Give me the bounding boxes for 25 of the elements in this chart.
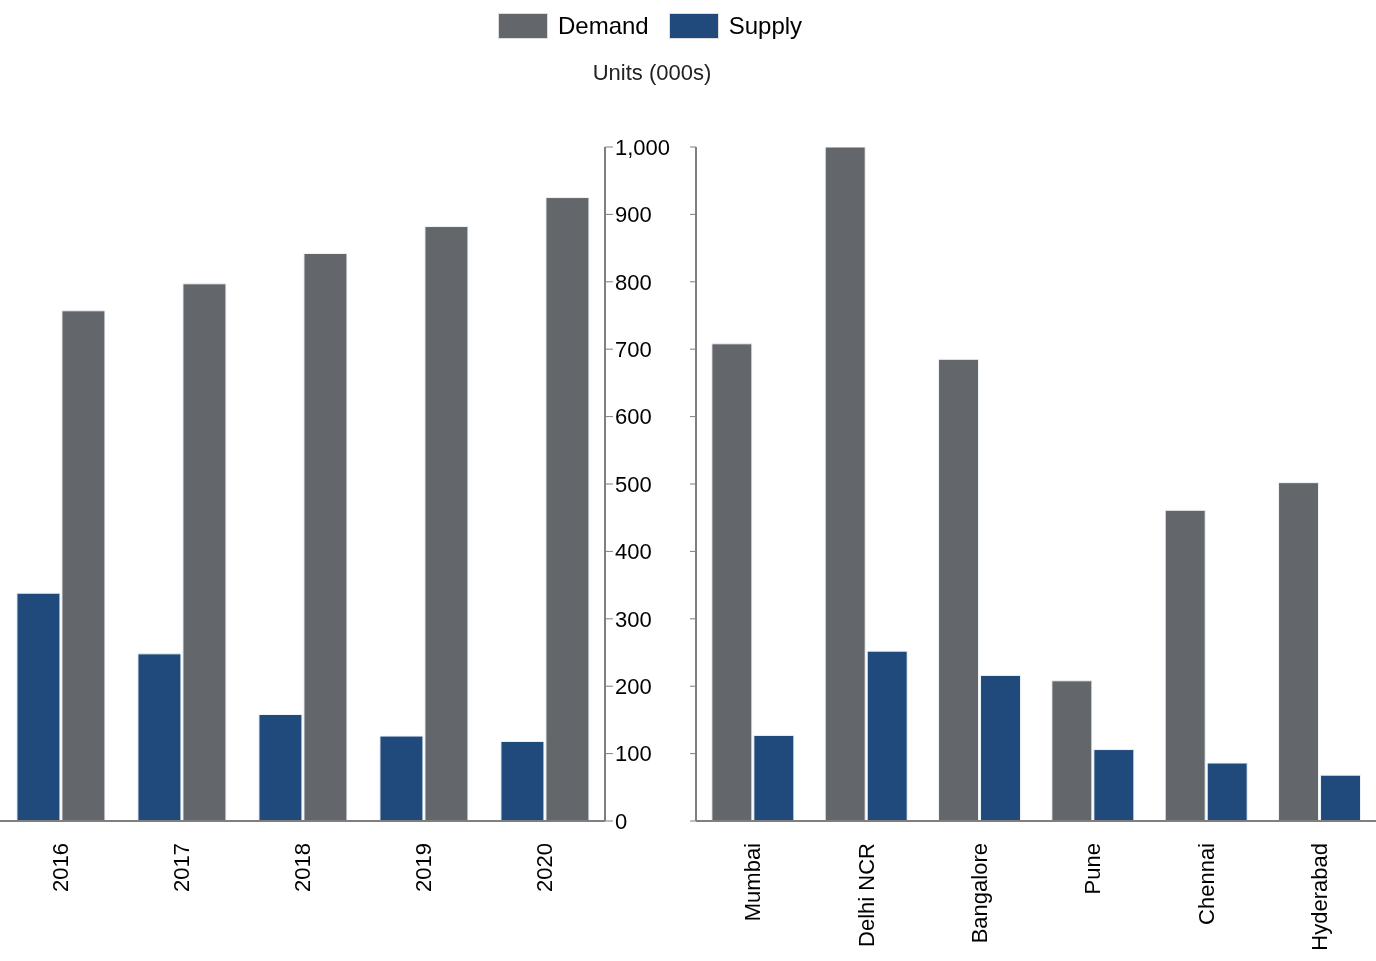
x-tick-label: 2018 [290, 843, 315, 892]
y-tick-label: 600 [615, 404, 652, 430]
y-axis-title: Units (000s) [591, 60, 713, 86]
y-tick-label: 900 [615, 202, 652, 228]
x-tick-label: Pune [1080, 843, 1106, 895]
x-tick-label: 2020 [532, 843, 557, 892]
x-tick-label: Mumbai [740, 843, 766, 922]
x-tick-label: Chennai [1193, 843, 1219, 925]
y-tick-label: 500 [615, 471, 652, 497]
y-tick-label: 1,000 [615, 134, 671, 160]
x-tick-label: Bangalore [966, 843, 992, 944]
y-tick-label: 0 [615, 808, 628, 834]
legend-label: Demand [558, 12, 649, 40]
y-tick-label: 200 [615, 674, 652, 700]
y-tick-label: 100 [615, 741, 652, 767]
x-tick-label: 2017 [169, 843, 194, 892]
x-tick-label: 2019 [411, 843, 436, 892]
y-tick-label: 300 [615, 606, 652, 632]
y-tick-label: 400 [615, 539, 652, 565]
y-tick-label: 800 [615, 269, 652, 295]
y-tick-label: 700 [615, 337, 652, 363]
legend-label: Supply [728, 12, 803, 40]
x-tick-label: Hyderabad [1306, 843, 1332, 951]
x-tick-label: Delhi NCR [853, 843, 879, 947]
x-tick-label: 2016 [48, 843, 73, 892]
